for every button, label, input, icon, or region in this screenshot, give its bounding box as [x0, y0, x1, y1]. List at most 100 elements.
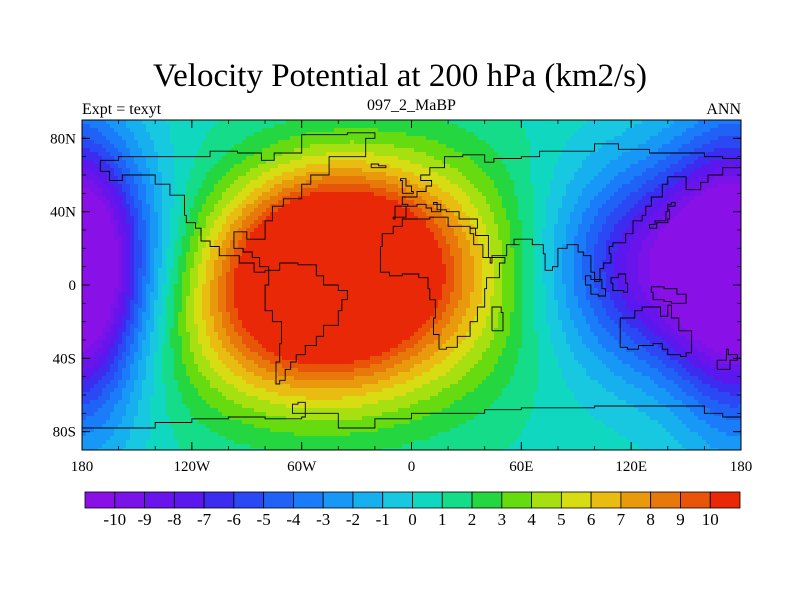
field-cell [234, 432, 239, 437]
field-cell [118, 444, 123, 449]
field-cell [114, 428, 119, 433]
field-cell [266, 180, 271, 185]
field-cell [238, 312, 243, 317]
field-cell [98, 132, 103, 137]
field-cell [190, 392, 195, 397]
field-cell [182, 256, 187, 261]
field-cell [258, 248, 263, 253]
field-cell [246, 280, 251, 285]
field-cell [226, 316, 231, 321]
field-cell [102, 412, 107, 417]
field-cell [306, 380, 311, 385]
field-cell [122, 368, 127, 373]
field-cell [198, 216, 203, 221]
field-cell [298, 296, 303, 301]
field-cell [146, 396, 151, 401]
field-cell [82, 308, 87, 313]
field-cell [102, 208, 107, 213]
field-cell [94, 140, 99, 145]
field-cell [214, 444, 219, 449]
field-cell [278, 432, 283, 437]
field-cell [226, 372, 231, 377]
field-cell [138, 144, 143, 149]
field-cell [278, 288, 283, 293]
field-cell [234, 288, 239, 293]
field-cell [218, 432, 223, 437]
field-cell [322, 144, 327, 149]
field-cell [118, 352, 123, 357]
field-cell [290, 376, 295, 381]
field-cell [138, 188, 143, 193]
field-cell [214, 328, 219, 333]
field-cell [230, 408, 235, 413]
field-cell [230, 184, 235, 189]
field-cell [278, 384, 283, 389]
field-cell [246, 312, 251, 317]
field-cell [106, 148, 111, 153]
field-cell [170, 364, 175, 369]
field-cell [310, 192, 315, 197]
field-cell [122, 240, 127, 245]
field-cell [86, 384, 91, 389]
field-cell [114, 200, 119, 205]
field-cell [206, 276, 211, 281]
field-cell [258, 148, 263, 153]
field-cell [114, 284, 119, 289]
field-cell [174, 252, 179, 257]
field-cell [106, 292, 111, 297]
field-cell [126, 228, 131, 233]
field-cell [298, 208, 303, 213]
field-cell [202, 220, 207, 225]
field-cell [90, 416, 95, 421]
field-cell [262, 332, 267, 337]
field-cell [290, 160, 295, 165]
field-cell [126, 164, 131, 169]
field-cell [202, 236, 207, 241]
field-cell [194, 284, 199, 289]
field-cell [162, 328, 167, 333]
field-cell [270, 336, 275, 341]
field-cell [314, 432, 319, 437]
field-cell [170, 220, 175, 225]
field-cell [138, 204, 143, 209]
field-cell [294, 132, 299, 137]
field-cell [90, 428, 95, 433]
field-cell [190, 432, 195, 437]
field-cell [238, 316, 243, 321]
field-cell [178, 208, 183, 213]
field-cell [306, 172, 311, 177]
field-cell [130, 296, 135, 301]
field-cell [306, 448, 311, 450]
field-cell [142, 340, 147, 345]
field-cell [98, 376, 103, 381]
field-cell [218, 208, 223, 213]
field-cell [130, 420, 135, 425]
field-cell [226, 196, 231, 201]
field-cell [194, 336, 199, 341]
field-cell [102, 304, 107, 309]
field-cell [146, 164, 151, 169]
field-cell [154, 292, 159, 297]
field-cell [230, 220, 235, 225]
field-cell [214, 208, 219, 213]
field-cell [118, 260, 123, 265]
field-cell [142, 284, 147, 289]
field-cell [270, 288, 275, 293]
field-cell [158, 280, 163, 285]
field-cell [146, 152, 151, 157]
field-cell [130, 424, 135, 429]
field-cell [126, 328, 131, 333]
field-cell [194, 420, 199, 425]
field-cell [86, 400, 91, 405]
field-cell [182, 216, 187, 221]
field-cell [186, 300, 191, 305]
field-cell [82, 232, 87, 237]
field-cell [226, 328, 231, 333]
field-cell [226, 420, 231, 425]
field-cell [178, 312, 183, 317]
field-cell [178, 432, 183, 437]
field-cell [282, 356, 287, 361]
field-cell [126, 368, 131, 373]
field-cell [266, 412, 271, 417]
field-cell [202, 132, 207, 137]
